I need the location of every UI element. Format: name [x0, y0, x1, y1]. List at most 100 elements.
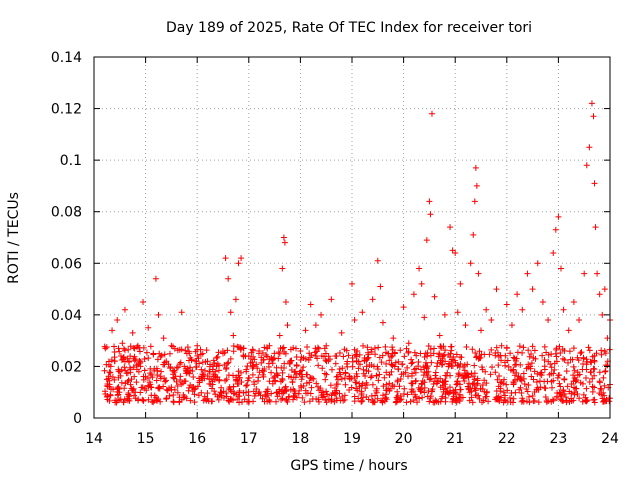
- data-point: [230, 332, 237, 339]
- band-mark: [566, 388, 573, 395]
- band-mark: [600, 389, 607, 396]
- band-mark: [183, 368, 190, 375]
- band-mark: [534, 370, 541, 377]
- band-mark: [468, 394, 475, 401]
- band-mark: [552, 350, 559, 357]
- band-mark: [518, 398, 525, 405]
- data-point: [282, 298, 289, 305]
- band-mark: [282, 350, 289, 357]
- band-mark: [534, 384, 541, 391]
- band-mark: [475, 355, 482, 362]
- data-point: [471, 198, 478, 205]
- band-mark: [103, 344, 110, 351]
- band-mark: [121, 347, 128, 354]
- band-mark: [564, 383, 571, 390]
- data-point: [338, 329, 345, 336]
- band-mark: [162, 378, 169, 385]
- band-mark: [479, 399, 486, 406]
- data-point: [302, 327, 309, 334]
- band-mark: [298, 376, 305, 383]
- band-mark: [277, 345, 284, 352]
- band-mark: [437, 359, 444, 366]
- band-mark: [209, 398, 216, 405]
- band-mark: [201, 367, 208, 374]
- band-mark: [498, 394, 505, 401]
- band-mark: [517, 384, 524, 391]
- band-mark: [245, 398, 252, 405]
- band-mark: [259, 395, 266, 402]
- band-mark: [463, 343, 470, 350]
- band-mark: [450, 393, 457, 400]
- band-mark: [482, 393, 489, 400]
- band-mark: [194, 352, 201, 359]
- band-mark: [447, 350, 454, 357]
- data-point: [354, 347, 361, 354]
- band-mark: [561, 347, 568, 354]
- band-mark: [510, 354, 517, 361]
- band-mark: [200, 397, 207, 404]
- band-mark: [528, 373, 535, 380]
- band-mark: [317, 385, 324, 392]
- data-point: [292, 368, 299, 375]
- band-mark: [485, 398, 492, 405]
- band-mark: [225, 385, 232, 392]
- band-mark: [518, 389, 525, 396]
- band-mark: [215, 349, 222, 356]
- band-mark: [598, 386, 605, 393]
- band-mark: [328, 397, 335, 404]
- band-mark: [202, 396, 209, 403]
- band-mark: [171, 386, 178, 393]
- data-point: [307, 301, 314, 308]
- band-mark: [293, 353, 300, 360]
- band-mark: [520, 344, 527, 351]
- data-point: [155, 311, 162, 318]
- band-mark: [476, 354, 483, 361]
- band-mark: [375, 366, 382, 373]
- band-mark: [153, 377, 160, 384]
- data-point: [590, 113, 597, 120]
- data-point: [519, 306, 526, 313]
- band-mark: [308, 352, 315, 359]
- data-point: [235, 260, 242, 267]
- band-mark: [268, 390, 275, 397]
- band-mark: [551, 360, 558, 367]
- band-mark: [443, 372, 450, 379]
- data-point: [150, 350, 157, 357]
- band-mark: [416, 395, 423, 402]
- data-point: [116, 368, 123, 375]
- band-mark: [403, 345, 410, 352]
- band-mark: [392, 399, 399, 406]
- band-mark: [135, 368, 142, 375]
- band-mark: [589, 388, 596, 395]
- band-mark: [553, 353, 560, 360]
- band-mark: [332, 384, 339, 391]
- band-mark: [204, 372, 211, 379]
- band-mark: [401, 385, 408, 392]
- band-mark: [399, 360, 406, 367]
- data-point: [318, 311, 325, 318]
- band-mark: [414, 399, 421, 406]
- band-mark: [121, 364, 128, 371]
- band-mark: [111, 376, 118, 383]
- band-mark: [311, 349, 318, 356]
- band-mark: [143, 349, 150, 356]
- data-point: [140, 298, 147, 305]
- data-point: [209, 381, 216, 388]
- band-mark: [369, 397, 376, 404]
- band-mark: [281, 386, 288, 393]
- band-mark: [264, 353, 271, 360]
- band-mark: [346, 373, 353, 380]
- band-mark: [389, 344, 396, 351]
- band-mark: [457, 386, 464, 393]
- band-mark: [531, 347, 538, 354]
- band-mark: [601, 392, 608, 399]
- band-mark: [373, 385, 380, 392]
- band-mark: [596, 378, 603, 385]
- band-mark: [423, 365, 430, 372]
- band-mark: [469, 381, 476, 388]
- band-mark: [557, 350, 564, 357]
- data-point: [158, 368, 165, 375]
- band-mark: [171, 367, 178, 374]
- band-mark: [565, 359, 572, 366]
- band-mark: [341, 392, 348, 399]
